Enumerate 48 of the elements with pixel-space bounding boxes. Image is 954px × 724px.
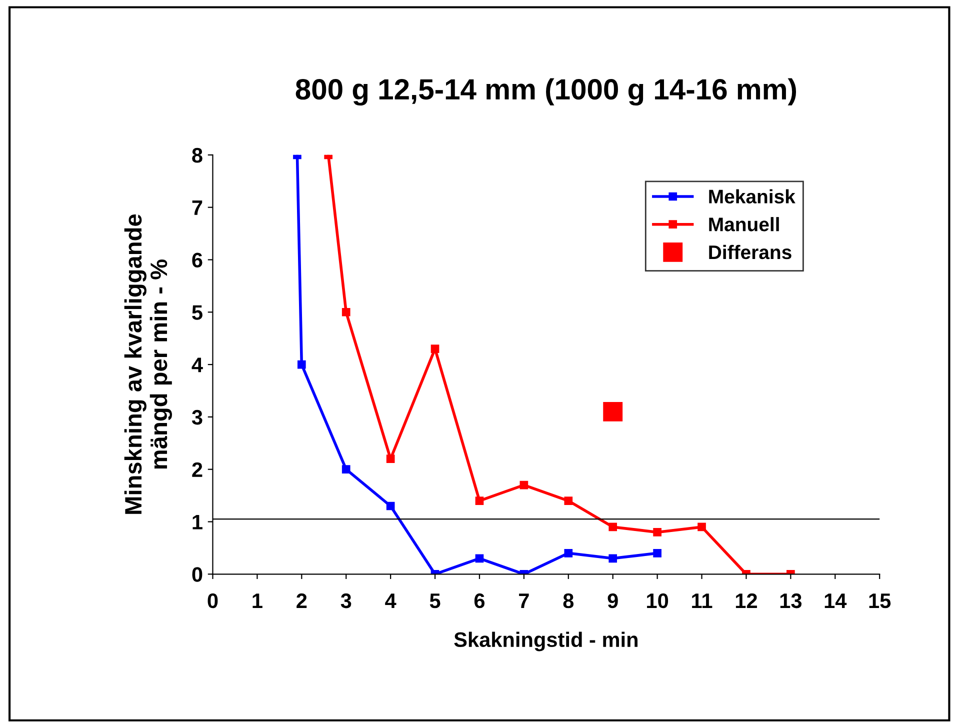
y-tick-label: 2 [192, 462, 202, 477]
y-tick-label: 8 [192, 148, 202, 163]
y-tick-label: 3 [192, 410, 202, 425]
point [608, 522, 618, 532]
x-tick-label: 7 [519, 594, 529, 608]
point [653, 528, 662, 536]
legend-label: Mekanisk [709, 189, 796, 204]
point [564, 496, 573, 505]
point [475, 496, 484, 505]
point [698, 522, 706, 532]
x-tick-label: 1 [252, 594, 262, 608]
point [342, 465, 350, 474]
y-axis-title: Minskning av kvarliggande mängd per min - % [124, 214, 172, 514]
y-tick-label: 6 [192, 252, 202, 268]
y-tick-label: 4 [192, 358, 203, 372]
legend-label: Manuell [709, 217, 779, 232]
point [608, 554, 618, 563]
x-tick-label: 3 [340, 593, 352, 608]
x-tick-label: 4 [385, 594, 396, 608]
x-tick-label: 9 [608, 593, 618, 608]
x-tick-label: 5 [430, 594, 440, 608]
legend-label: Differans [709, 244, 792, 260]
point [297, 360, 306, 369]
x-tick-label: 0 [208, 593, 218, 608]
x-tick-label: 11 [692, 594, 712, 608]
point [603, 402, 623, 422]
point [564, 549, 573, 558]
x-tick-label: 14 [824, 594, 847, 608]
x-tick-label: 6 [474, 593, 485, 608]
x-tick-label: 10 [647, 593, 668, 608]
point [386, 454, 395, 464]
y-tick-label: 0 [192, 567, 202, 582]
x-tick-label: 8 [563, 593, 574, 608]
point [475, 554, 484, 563]
y-tick-label: 5 [192, 305, 202, 320]
x-tick-label: 15 [869, 594, 891, 608]
point [653, 549, 662, 558]
chart-title: 800 g 12,5-14 mm (1000 g 14-16 mm) [296, 78, 796, 106]
x-axis-title: Skakningstid - min [454, 632, 638, 652]
y-tick-label: 1 [192, 514, 202, 530]
x-tick-label: 12 [736, 593, 757, 608]
point [386, 502, 395, 510]
y-tick-label: 7 [192, 200, 202, 215]
point [430, 344, 440, 353]
point [520, 480, 528, 490]
x-tick-label: 13 [780, 593, 802, 608]
point [342, 308, 350, 316]
x-tick-label: 2 [296, 593, 307, 608]
